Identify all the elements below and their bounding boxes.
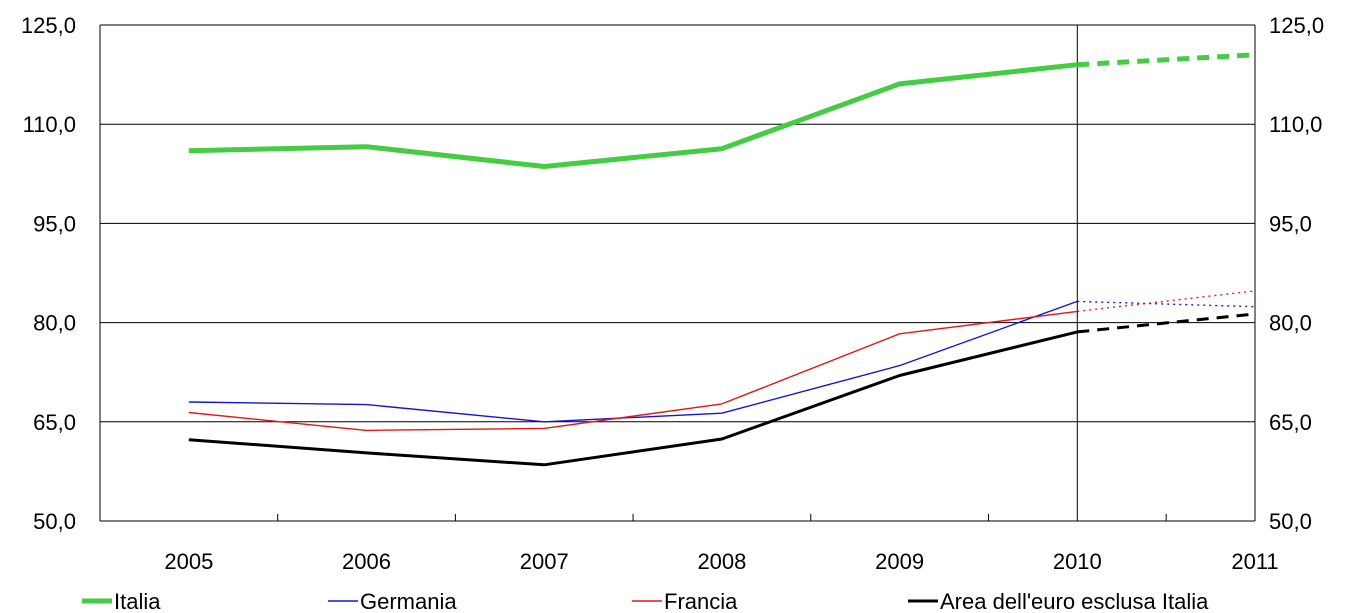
y-tick-label-right: 80,0: [1269, 311, 1312, 336]
x-tick-label: 2011: [1231, 549, 1278, 574]
y-tick-label-right: 110,0: [1269, 112, 1322, 137]
x-tick-label: 2005: [164, 549, 213, 574]
y-tick-label-left: 50,0: [33, 509, 76, 534]
axes: [99, 25, 1256, 522]
series-line: [188, 330, 1078, 467]
series-line-projection: [1077, 300, 1256, 308]
y-tick-label-right: 50,0: [1269, 509, 1312, 534]
series-lines: [188, 52, 1256, 467]
series-line: [188, 62, 1078, 169]
y-tick-label-right: 125,0: [1269, 13, 1324, 38]
series-line-projection: [1077, 312, 1256, 334]
series-line: [188, 300, 1078, 423]
legend-item: Area dell'euro esclusa Italia: [908, 589, 1209, 613]
x-tick-label: 2008: [697, 549, 746, 574]
legend-label: Francia: [664, 589, 738, 613]
x-tick-label: 2009: [875, 549, 924, 574]
legend-label: Area dell'euro esclusa Italia: [940, 589, 1209, 613]
series-line: [188, 310, 1078, 432]
x-tick-label: 2007: [520, 549, 569, 574]
x-tick-label: 2010: [1053, 549, 1102, 574]
tick-labels: 50,0 50,0 65,0 65,0 80,0 80,0 95,0 95,0 110,0 110…: [21, 13, 1324, 574]
legend-item: Italia: [82, 589, 161, 613]
x-tick-label: 2006: [342, 549, 391, 574]
y-tick-label-right: 65,0: [1269, 410, 1312, 435]
legend: Italia Germania Francia Area dell'euro escl…: [82, 589, 1209, 613]
y-tick-label-left: 110,0: [23, 112, 76, 137]
series-line-projection: [1077, 290, 1256, 313]
y-tick-label-right: 95,0: [1269, 211, 1312, 236]
y-tick-label-left: 80,0: [33, 311, 76, 336]
series-line-projection: [1077, 52, 1256, 68]
y-tick-label-left: 95,0: [33, 211, 76, 236]
y-tick-label-left: 65,0: [33, 410, 76, 435]
y-tick-label-left: 125,0: [21, 13, 76, 38]
legend-label: Italia: [114, 589, 161, 613]
legend-item: Germania: [328, 589, 457, 613]
legend-label: Germania: [360, 589, 457, 613]
legend-item: Francia: [632, 589, 738, 613]
